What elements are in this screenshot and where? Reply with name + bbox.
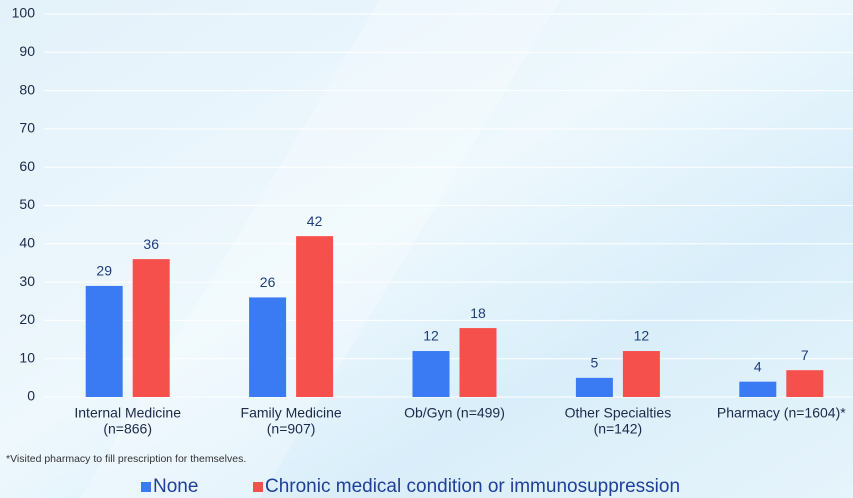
bar: [575, 377, 613, 397]
legend-swatch: [253, 482, 263, 492]
x-tick-label: Ob/Gyn (n=499): [404, 405, 505, 421]
x-tick-label: (n=142): [594, 421, 643, 437]
y-tick-label: 10: [19, 349, 35, 365]
footnote: *Visited pharmacy to fill prescription f…: [6, 453, 246, 465]
value-label: 5: [591, 355, 599, 371]
y-tick-label: 0: [27, 388, 35, 404]
y-tick-label: 90: [19, 43, 35, 59]
y-tick-label: 100: [12, 5, 36, 21]
bar: [739, 381, 777, 397]
x-tick-label: Internal Medicine: [74, 405, 181, 421]
value-label: 18: [470, 305, 486, 321]
bar: [132, 259, 170, 397]
legend-label: Chronic medical condition or immunosuppr…: [265, 476, 680, 497]
bar: [296, 236, 334, 397]
value-label: 12: [634, 328, 650, 344]
y-tick-label: 20: [19, 311, 35, 327]
value-label: 36: [143, 236, 159, 252]
y-tick-label: 30: [19, 273, 35, 289]
x-tick-label: (n=907): [267, 421, 316, 437]
x-tick-label: Other Specialties: [565, 405, 672, 421]
legend-label: None: [153, 476, 198, 497]
y-tick-label: 80: [19, 81, 35, 97]
y-tick-label: 70: [19, 120, 35, 136]
y-tick-label: 40: [19, 235, 35, 251]
value-label: 7: [801, 347, 809, 363]
legend-swatch: [141, 482, 151, 492]
value-label: 29: [96, 263, 112, 279]
value-label: 4: [754, 358, 762, 374]
bar: [622, 351, 660, 397]
bar: [412, 351, 450, 397]
bar: [786, 370, 824, 397]
value-label: 26: [260, 274, 276, 290]
bar: [459, 328, 497, 397]
bar: [249, 297, 287, 397]
x-tick-label: (n=866): [103, 421, 152, 437]
bar: [85, 285, 123, 397]
value-label: 12: [423, 328, 439, 344]
y-tick-label: 60: [19, 158, 35, 174]
x-tick-label: Family Medicine: [241, 405, 342, 421]
value-label: 42: [307, 213, 323, 229]
y-tick-label: 50: [19, 196, 35, 212]
x-tick-label: Pharmacy (n=1604)*: [717, 405, 846, 421]
